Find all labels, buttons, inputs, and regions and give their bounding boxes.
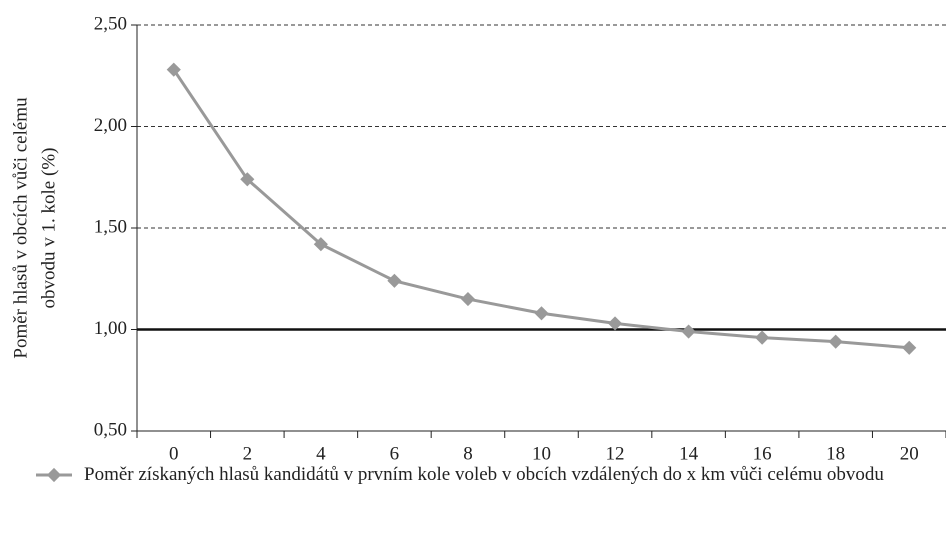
x-tick-label: 16 (753, 443, 772, 464)
x-tick-label: 18 (826, 443, 845, 464)
x-tick-label: 20 (900, 443, 919, 464)
x-tick-label: 12 (606, 443, 625, 464)
legend: Poměr získaných hlasů kandidátů v prvním… (36, 462, 904, 488)
data-point (902, 340, 917, 355)
legend-swatch (36, 467, 72, 483)
x-tick-label: 6 (390, 443, 400, 464)
data-point (387, 273, 402, 288)
y-tick-label: 0,50 (94, 419, 127, 440)
y-tick-label: 1,50 (94, 216, 127, 237)
series-line (172, 68, 910, 350)
data-point (755, 330, 770, 345)
x-tick-label: 2 (243, 443, 253, 464)
legend-marker (46, 467, 62, 483)
data-point (828, 334, 843, 349)
y-tick-label: 2,50 (94, 13, 127, 34)
x-tick-label: 0 (169, 443, 179, 464)
y-axis-label: Poměr hlasů v obcích vůči celému (10, 97, 31, 359)
data-point (240, 172, 255, 187)
y-tick-label: 1,00 (94, 318, 127, 339)
data-point (313, 237, 328, 252)
data-point (534, 306, 549, 321)
x-tick-label: 8 (463, 443, 473, 464)
x-tick-label: 4 (316, 443, 326, 464)
data-point (607, 316, 623, 331)
y-tick-label: 2,00 (94, 115, 127, 136)
data-point (681, 324, 696, 339)
y-axis-label: obvodu v 1. kole (%) (38, 148, 59, 309)
x-tick-label: 14 (679, 443, 699, 464)
data-point (460, 291, 476, 307)
legend-label: Poměr získaných hlasů kandidátů v prvním… (84, 464, 884, 485)
x-tick-label: 10 (532, 443, 551, 464)
